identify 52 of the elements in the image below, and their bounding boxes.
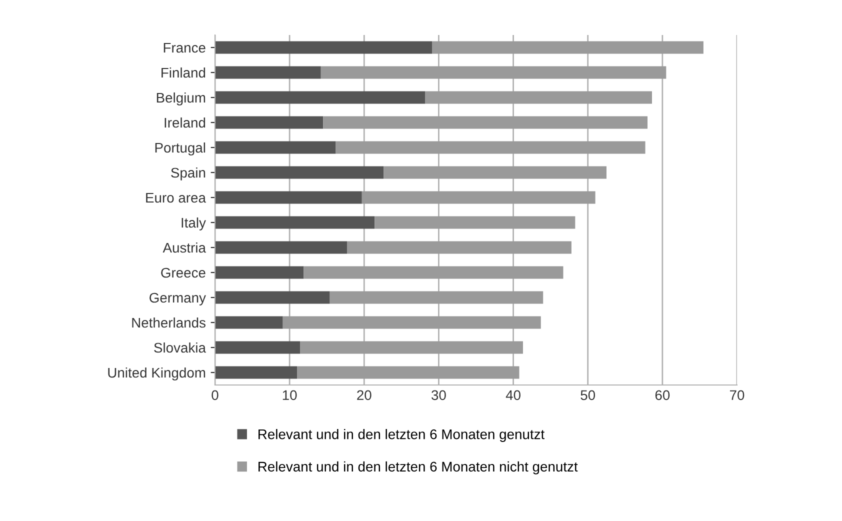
bar [282, 316, 541, 329]
bar [297, 366, 520, 379]
bar [215, 166, 384, 179]
bar [362, 191, 596, 204]
bar [384, 166, 606, 179]
bar [300, 341, 523, 354]
y-tick-label: Italy [182, 217, 206, 230]
y-tick-label: Austria [162, 242, 206, 253]
bar [215, 41, 432, 54]
y-tick-label: Greece [161, 268, 206, 278]
y-tick-label: Spain [171, 167, 206, 180]
bar [215, 241, 347, 254]
x-tick-label: 60 [655, 390, 670, 400]
legend-label: Relevant und in den letzten 6 Monaten genutzt [258, 429, 545, 442]
bar [215, 191, 362, 204]
y-tick-label: Germany [150, 292, 206, 306]
bar [374, 216, 576, 229]
legend-label: Relevant und in den letzten 6 Monaten nicht genutzt [258, 461, 578, 474]
bar [215, 266, 304, 279]
y-tick-label: Ireland [164, 117, 206, 128]
x-tick-label: 10 [282, 390, 297, 400]
bar [336, 141, 646, 154]
bar [215, 316, 283, 329]
bar [215, 66, 321, 79]
y-tick-label: Portugal [155, 142, 206, 156]
x-tick-label: 40 [506, 390, 520, 400]
x-tick-label: 0 [212, 390, 218, 400]
bar [425, 91, 652, 104]
bar [215, 141, 336, 154]
bar [330, 291, 544, 304]
bar [215, 91, 426, 104]
y-tick-label: Belgium [156, 92, 206, 106]
y-tick-label: Euro area [146, 192, 206, 203]
x-tick-label: 20 [357, 390, 372, 400]
y-tick-label: Netherlands [132, 317, 206, 328]
y-tick-label: Slovakia [154, 342, 206, 353]
bar [215, 216, 375, 229]
bar [346, 241, 572, 254]
bar [432, 41, 704, 54]
x-tick-label: 30 [432, 390, 446, 400]
y-tick-label: Finland [162, 67, 206, 78]
bar [215, 341, 300, 354]
bar [215, 366, 298, 379]
bar [215, 291, 330, 304]
y-tick-label: France [164, 42, 206, 53]
bar [215, 116, 324, 129]
x-tick-label: 50 [580, 390, 596, 400]
bar [323, 116, 648, 129]
x-tick-label: 70 [730, 390, 744, 400]
bar [304, 266, 564, 279]
bar [320, 66, 666, 79]
y-tick-label: United Kingdom [108, 367, 206, 380]
